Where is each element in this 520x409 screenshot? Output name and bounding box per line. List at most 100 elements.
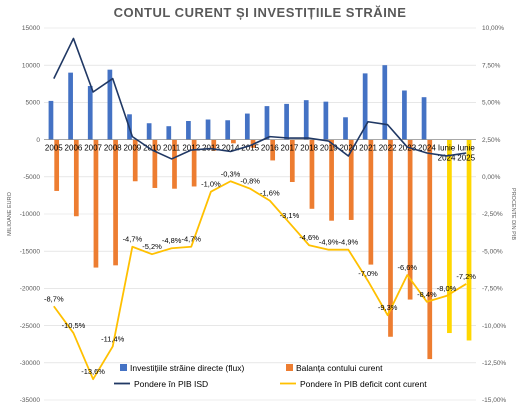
y2-axis-title: PROCENTE DIN PIB xyxy=(510,188,516,240)
fdi-bar xyxy=(186,121,191,140)
y-tick-label: -20000 xyxy=(20,286,41,293)
fdi-bar xyxy=(244,113,250,140)
fdi-bar xyxy=(402,90,407,140)
y-tick-label: -35000 xyxy=(20,397,41,404)
current-account-bar xyxy=(309,139,315,209)
y-tick-label: -5000 xyxy=(23,174,40,181)
current-account-bar xyxy=(211,139,217,151)
x-tick-label: 2022 xyxy=(379,144,397,153)
x-tick-label: 2017 xyxy=(281,144,299,153)
y-tick-label: 5000 xyxy=(26,100,41,107)
deficit-data-label: -8,4% xyxy=(417,290,437,299)
current-account-bar xyxy=(427,139,433,360)
y2-tick-label: -7,50% xyxy=(482,286,503,293)
deficit-data-label: -4,9% xyxy=(319,238,339,247)
legend-label: Investițiile străine directe (flux) xyxy=(130,363,244,373)
x-tick-label: 2007 xyxy=(84,144,102,153)
current-account-bar xyxy=(172,139,177,189)
axes: 15000 10000 5000 0 -5000 -10000 -15000 -20000 -2… xyxy=(20,25,507,404)
current-account-bar xyxy=(54,139,60,191)
x-tick-label: 2019 xyxy=(320,144,338,153)
fdi-bar xyxy=(87,86,93,140)
fdi-bar xyxy=(303,100,309,140)
deficit-data-label: -10,5% xyxy=(62,321,86,330)
y2-tick-label: 5,00% xyxy=(482,100,501,107)
current-account-bar xyxy=(152,139,158,188)
x-tick-label: 2016 xyxy=(261,144,279,153)
deficit-data-label: -4,8% xyxy=(162,236,182,245)
bars xyxy=(48,65,472,360)
deficit-data-label: -11,4% xyxy=(101,334,125,343)
deficit-data-label: -1,6% xyxy=(260,189,280,198)
x-tick-label: 2010 xyxy=(143,144,161,153)
x-tick-label: 2025 xyxy=(457,154,475,163)
x-tick-label: 2023 xyxy=(398,144,416,153)
data-labels: -8,7% -10,5% -13,6% -11,4% -4,7% -5,2%-4,8% -4… xyxy=(44,169,476,376)
y-tick-label: 15000 xyxy=(22,25,40,32)
deficit-data-label: -3,1% xyxy=(280,211,300,220)
current-account-bar xyxy=(231,139,236,144)
current-account-bar xyxy=(113,139,118,266)
deficit-data-label: -6,6% xyxy=(397,263,417,272)
x-tick-label: 2008 xyxy=(104,144,122,153)
fdi-share-line xyxy=(53,37,467,160)
x-tick-label: 2024 xyxy=(438,154,456,163)
x-tick-label: 2009 xyxy=(123,144,141,153)
deficit-data-label: -9,3% xyxy=(378,303,398,312)
fdi-bar xyxy=(421,97,427,140)
x-tick-label: 2021 xyxy=(359,144,377,153)
x-tick-label: 2006 xyxy=(65,144,83,153)
x-tick-label: 2014 xyxy=(222,144,240,153)
fdi-bar xyxy=(382,65,388,140)
x-tick-label: 2015 xyxy=(241,144,259,153)
y2-tick-label: -5,00% xyxy=(482,248,503,255)
current-account-bar xyxy=(289,139,295,183)
legend: Investițiile străine directe (flux) Balan… xyxy=(114,363,427,389)
deficit-data-label: -7,2% xyxy=(456,272,476,281)
current-account-bar xyxy=(368,139,374,265)
current-account-bar xyxy=(73,139,79,217)
y-tick-label: 10000 xyxy=(22,62,40,69)
y2-tick-label: 7,50% xyxy=(482,62,501,69)
deficit-data-label: -1,0% xyxy=(201,180,221,189)
deficit-data-label: -8,7% xyxy=(44,294,64,303)
fdi-bar xyxy=(264,106,270,140)
fdi-bar xyxy=(166,126,172,140)
fdi-bar xyxy=(362,73,368,140)
fdi-bar xyxy=(48,100,54,140)
y-tick-label: -30000 xyxy=(20,360,41,367)
current-account-bar xyxy=(348,139,354,220)
y2-tick-label: 0,00% xyxy=(482,174,501,181)
fdi-bar xyxy=(205,119,211,140)
fdi-bar xyxy=(323,101,329,140)
y-tick-label: 0 xyxy=(36,137,40,144)
x-tick-label: 2012 xyxy=(182,144,200,153)
x-tick-label: 2018 xyxy=(300,144,318,153)
x-tick-label: Iunie xyxy=(438,144,456,153)
y-axis-title: MILIOANE EURO xyxy=(7,191,13,235)
deficit-data-label: -4,7% xyxy=(181,235,201,244)
current-account-bar xyxy=(93,139,99,268)
x-tick-label: 2005 xyxy=(45,144,63,153)
current-account-bar xyxy=(191,139,197,187)
fdi-bar xyxy=(68,72,73,140)
current-account-bar xyxy=(447,139,452,334)
fdi-bar xyxy=(225,120,231,140)
deficit-data-label: -0,8% xyxy=(240,177,260,186)
deficit-data-label: -13,6% xyxy=(81,367,105,376)
current-account-bar xyxy=(132,139,138,182)
deficit-data-label: -0,3% xyxy=(221,169,241,178)
current-account-bar xyxy=(466,139,472,341)
legend-label: Pondere în PIB ISD xyxy=(134,379,208,389)
y-tick-label: -10000 xyxy=(20,211,41,218)
x-tick-label: 2011 xyxy=(163,144,181,153)
deficit-data-label: -5,2% xyxy=(142,242,162,251)
chart-title: CONTUL CURENT ȘI INVESTIȚIILE STRĂINE xyxy=(114,5,407,20)
legend-label: Balanța contului curent xyxy=(296,363,383,373)
deficit-data-label: -7,0% xyxy=(358,269,378,278)
deficit-data-label: -8,0% xyxy=(437,284,457,293)
y-tick-label: -25000 xyxy=(20,323,41,330)
y2-tick-label: -15,00% xyxy=(482,397,506,404)
